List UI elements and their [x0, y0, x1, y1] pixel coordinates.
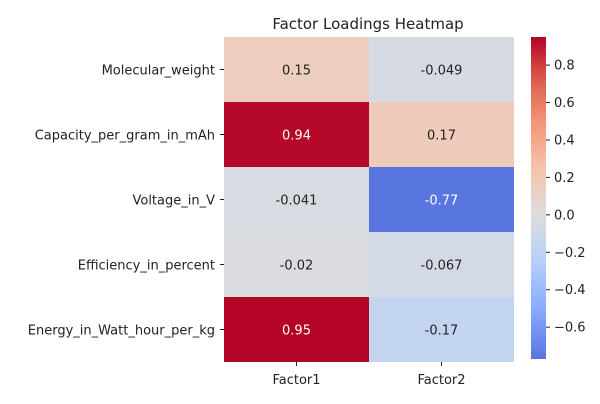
chart-title: Factor Loadings Heatmap	[272, 15, 463, 33]
heatmap-cell	[369, 297, 514, 362]
column-labels: Factor1 Factor2	[272, 362, 466, 388]
colorbar-tick-label: 0.0	[554, 208, 575, 223]
cell-value-label: 0.94	[282, 129, 311, 144]
row-label: Efficiency_in_percent	[78, 259, 215, 274]
row-label: Voltage_in_V	[132, 194, 215, 209]
cell-value-label: -0.02	[280, 259, 314, 274]
heatmap-cell	[369, 232, 514, 297]
colorbar-tick-label: 0.6	[554, 96, 575, 111]
colorbar-tick-label: −0.2	[554, 246, 586, 261]
heatmap-cell	[224, 102, 369, 167]
colorbar-tick-label: 0.8	[554, 59, 575, 74]
cell-value-label: -0.067	[421, 259, 463, 274]
row-labels: Molecular_weight Capacity_per_gram_in_mAh…	[28, 64, 224, 339]
heatmap-cell	[224, 232, 369, 297]
heatmap-cell	[369, 102, 514, 167]
column-label: Factor1	[272, 373, 320, 388]
colorbar-tick-label: −0.6	[554, 321, 586, 336]
heatmap-cell	[369, 167, 514, 232]
column-label: Factor2	[417, 373, 465, 388]
heatmap-cell	[224, 297, 369, 362]
heatmap-cells: 0.15 -0.049 0.94 0.17 -0.041 -0.77 -0.02 -0.067…	[224, 37, 514, 362]
row-label: Energy_in_Watt_hour_per_kg	[28, 324, 215, 339]
colorbar-tick-label: −0.4	[554, 283, 586, 298]
cell-value-label: 0.95	[282, 324, 311, 339]
colorbar-gradient	[531, 37, 546, 359]
cell-value-label: -0.77	[425, 194, 459, 209]
heatmap-cell	[224, 37, 369, 102]
cell-value-label: -0.049	[421, 64, 463, 79]
colorbar-tick-label: 0.4	[554, 133, 575, 148]
cell-value-label: 0.17	[427, 129, 456, 144]
colorbar: −0.6 −0.4 −0.2 0.0 0.2 0.4 0.6 0.8	[531, 37, 586, 359]
cell-value-label: 0.15	[282, 64, 311, 79]
row-label: Molecular_weight	[102, 64, 215, 79]
cell-value-label: -0.17	[425, 324, 459, 339]
colorbar-tick-label: 0.2	[554, 171, 575, 186]
row-label: Capacity_per_gram_in_mAh	[35, 129, 215, 144]
cell-value-label: -0.041	[276, 194, 318, 209]
heatmap-cell	[224, 167, 369, 232]
heatmap-cell	[369, 37, 514, 102]
